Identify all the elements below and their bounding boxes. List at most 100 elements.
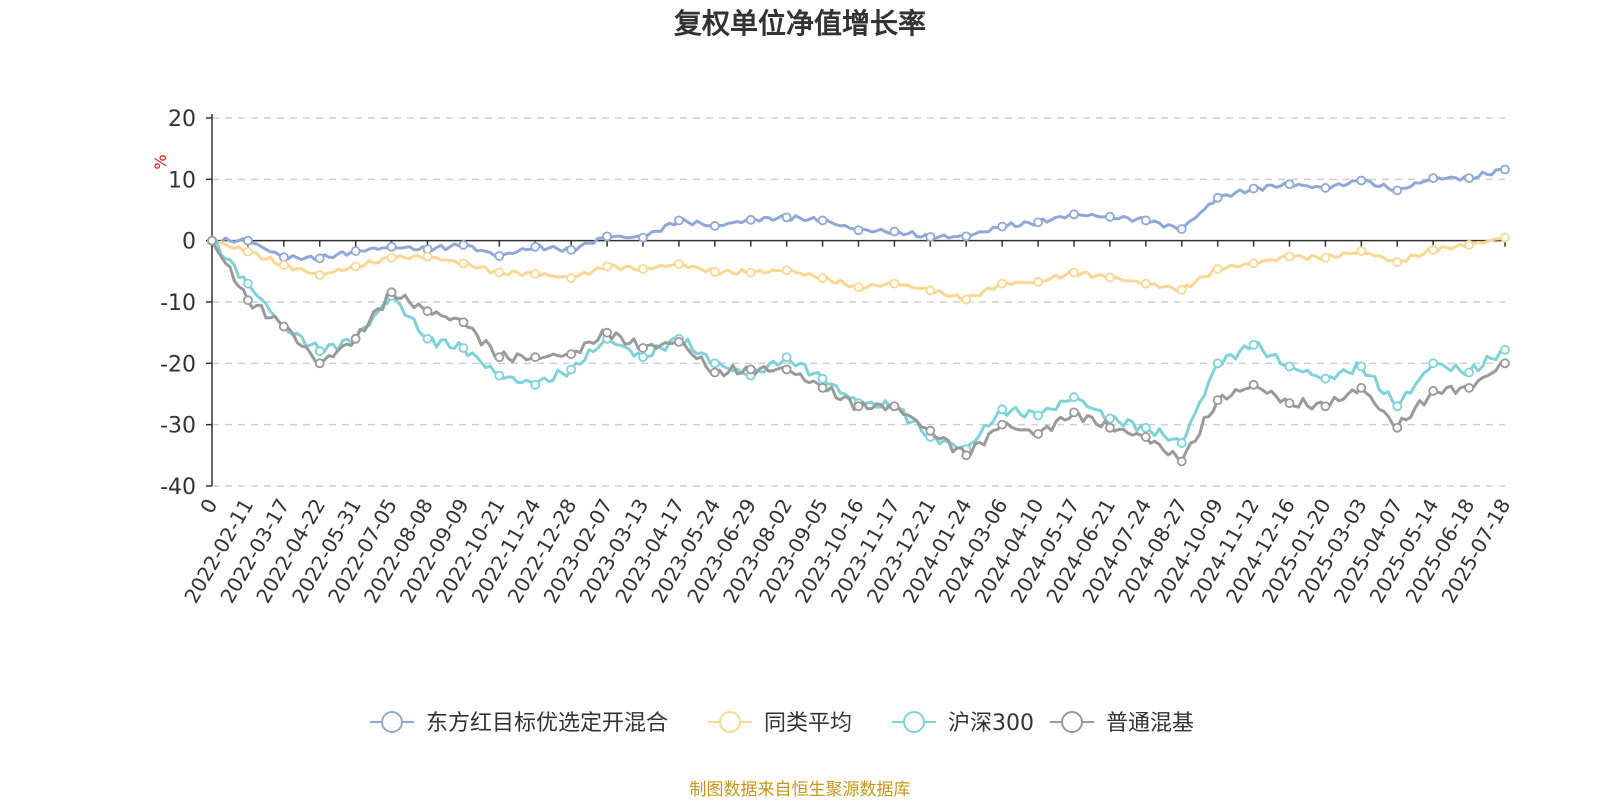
gridlines [212,117,1505,487]
data-point [243,235,253,246]
y-tick-label: -20 [160,352,196,377]
data-point [1500,232,1510,243]
data-point [458,343,469,353]
data-point [638,343,648,353]
data-point [781,212,792,223]
data-point [674,336,684,347]
y-tick-label: -10 [160,291,196,316]
data-point [530,352,541,363]
data-point [350,333,361,344]
data-point [1428,386,1439,396]
data-point [566,244,577,255]
data-point [1464,367,1474,378]
legend-item[interactable]: 沪深300 [892,711,1034,736]
data-point [1428,173,1439,184]
data-point [817,273,828,283]
data-point [314,358,325,369]
data-point [566,364,577,375]
data-point [1105,272,1115,283]
data-point [1392,401,1403,412]
data-point [674,259,684,269]
y-tick-label: -40 [160,475,196,500]
y-tick-label: 0 [182,230,196,255]
data-point [1140,422,1151,433]
data-point [709,221,720,231]
data-point [530,379,541,390]
data-point [1176,284,1187,295]
series-line [210,239,1506,463]
data-point [781,352,792,363]
data-point [314,346,325,356]
data-point [1033,217,1043,228]
legend-item[interactable]: 普通混基 [1050,711,1194,736]
data-point [1320,401,1331,412]
data-point [925,425,936,436]
data-point [997,419,1008,430]
data-point [314,270,325,280]
data-point [422,333,433,344]
legend-label: 东方红目标优选定开混合 [426,711,668,736]
data-point [781,364,792,375]
data-point [1212,395,1223,406]
data-point [1069,267,1079,278]
data-point [674,215,684,226]
data-point [1392,422,1403,433]
data-point [278,260,289,271]
data-point [853,225,864,236]
data-point [709,367,720,378]
legend[interactable]: 东方红目标优选定开混合 同类平均 沪深300 普通混基 [370,711,1194,736]
data-point [1033,410,1043,421]
data-point [243,295,253,306]
data-point [1212,263,1223,274]
data-point [1248,340,1259,350]
data-point [1140,215,1151,226]
legend-marker [381,711,403,733]
data-point [1500,164,1510,175]
data-point [386,252,397,263]
data-point [1356,246,1367,256]
data-point [458,258,469,269]
legend-item[interactable]: 东方红目标优选定开混合 [370,711,668,736]
data-point [1176,456,1187,467]
data-point [745,214,756,225]
data-point [1176,438,1187,448]
data-point [745,364,756,375]
y-tick-label: -30 [160,414,196,439]
data-point [1464,382,1474,393]
data-point [853,401,864,412]
y-tick-labels: 20 10 0 -10 -20 -30 -40 [160,107,196,500]
data-point [889,226,900,237]
data-point [1248,379,1259,390]
data-point [997,221,1008,232]
data-point [1500,344,1510,355]
data-point [602,261,612,272]
data-point [314,253,325,264]
data-point [386,241,397,252]
data-point [1033,276,1043,287]
data-point [386,287,397,298]
data-point [530,241,541,252]
data-point [1356,382,1367,393]
data-point [1500,358,1510,369]
data-point [961,294,972,305]
x-tick-labels: 02022-02-112022-03-172022-04-222022-05-3… [179,494,1515,607]
data-point [1284,251,1295,262]
data-point [1176,224,1187,234]
data-point [1140,278,1151,289]
data-point [709,267,720,277]
data-point [458,317,469,328]
data-point [530,268,541,279]
legend-marker [1061,711,1083,733]
data-point [1105,413,1115,424]
data-point [1464,240,1474,250]
data-point [494,352,505,363]
data-point [278,321,289,332]
data-point [1140,432,1151,442]
data-point [1069,407,1079,418]
legend-label: 普通混基 [1106,711,1194,736]
legend-item[interactable]: 同类平均 [708,711,852,736]
legend-label: 沪深300 [948,711,1034,736]
data-point [1320,373,1331,384]
data-point [961,450,972,461]
